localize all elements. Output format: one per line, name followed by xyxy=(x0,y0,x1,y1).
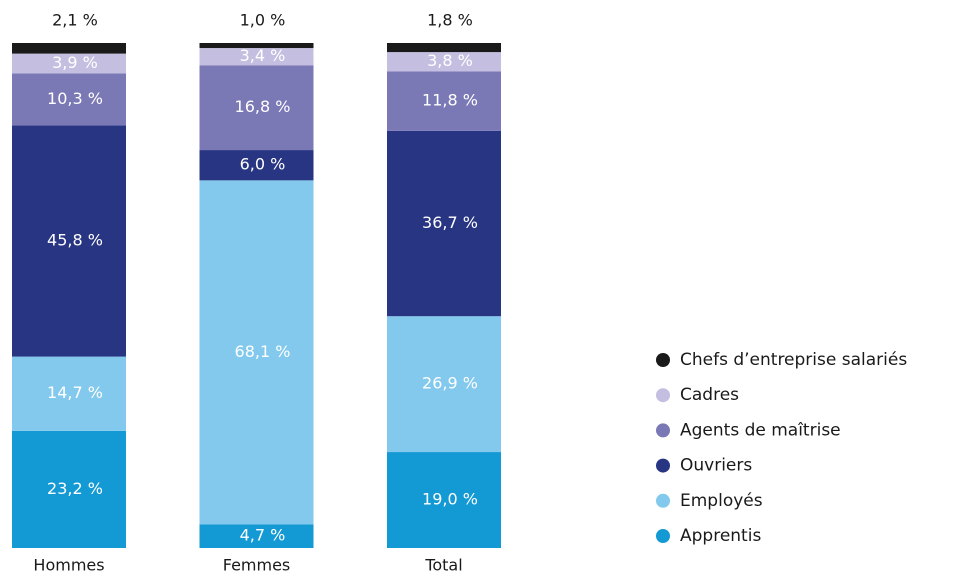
value-label: 3,4 % xyxy=(240,46,286,65)
value-label: 23,2 % xyxy=(47,479,103,498)
legend-label: Cadres xyxy=(680,385,739,405)
value-label: 19,0 % xyxy=(422,490,478,509)
x-tick-label: Total xyxy=(424,556,462,574)
legend-label: Apprentis xyxy=(680,526,761,546)
value-label: 36,7 % xyxy=(422,213,478,232)
legend-swatch xyxy=(656,458,670,473)
bar-segment xyxy=(387,43,501,53)
value-label: 14,7 % xyxy=(47,383,103,402)
bar-segment xyxy=(12,73,126,126)
legend-swatch xyxy=(656,388,670,403)
bar-segment xyxy=(199,524,314,548)
bar-segment xyxy=(199,48,314,66)
value-label: 1,0 % xyxy=(240,11,286,30)
legend-swatch xyxy=(656,423,670,438)
bar-segment xyxy=(12,125,126,357)
x-tick-label: Femmes xyxy=(223,556,291,574)
value-label: 3,9 % xyxy=(52,53,98,72)
bar-segment xyxy=(387,71,501,131)
bar-segment xyxy=(12,53,126,74)
bar-segment xyxy=(199,65,314,151)
legend-label: Ouvriers xyxy=(680,456,752,476)
bar-segment xyxy=(199,180,314,525)
value-label: 3,8 % xyxy=(427,51,473,70)
x-tick-label: Hommes xyxy=(33,556,104,574)
legend-label: Employés xyxy=(680,491,763,511)
bar-segment xyxy=(199,43,314,49)
value-label: 10,3 % xyxy=(47,89,103,108)
value-label: 16,8 % xyxy=(235,97,291,116)
value-label: 1,8 % xyxy=(427,11,473,30)
bar-segment xyxy=(12,356,126,431)
value-label: 4,7 % xyxy=(240,526,286,545)
value-label: 68,1 % xyxy=(235,342,291,361)
bar-segment xyxy=(387,452,501,548)
value-label: 45,8 % xyxy=(47,230,103,249)
bar-segment xyxy=(199,150,314,181)
legend-swatch xyxy=(656,493,670,508)
bar-segment xyxy=(12,43,126,54)
legend-swatch xyxy=(656,529,670,543)
bar-segment xyxy=(387,316,501,453)
legend-label: Chefs d’entreprise salariés xyxy=(680,350,907,370)
bar-segment xyxy=(387,130,501,317)
value-label: 2,1 % xyxy=(52,11,98,30)
legend-label: Agents de maîtrise xyxy=(680,420,841,440)
value-label: 11,8 % xyxy=(422,91,478,110)
value-label: 26,9 % xyxy=(422,374,478,393)
bar-segment xyxy=(387,52,501,72)
legend-swatch xyxy=(656,353,670,367)
value-label: 6,0 % xyxy=(240,155,286,174)
bar-segment xyxy=(12,430,126,548)
